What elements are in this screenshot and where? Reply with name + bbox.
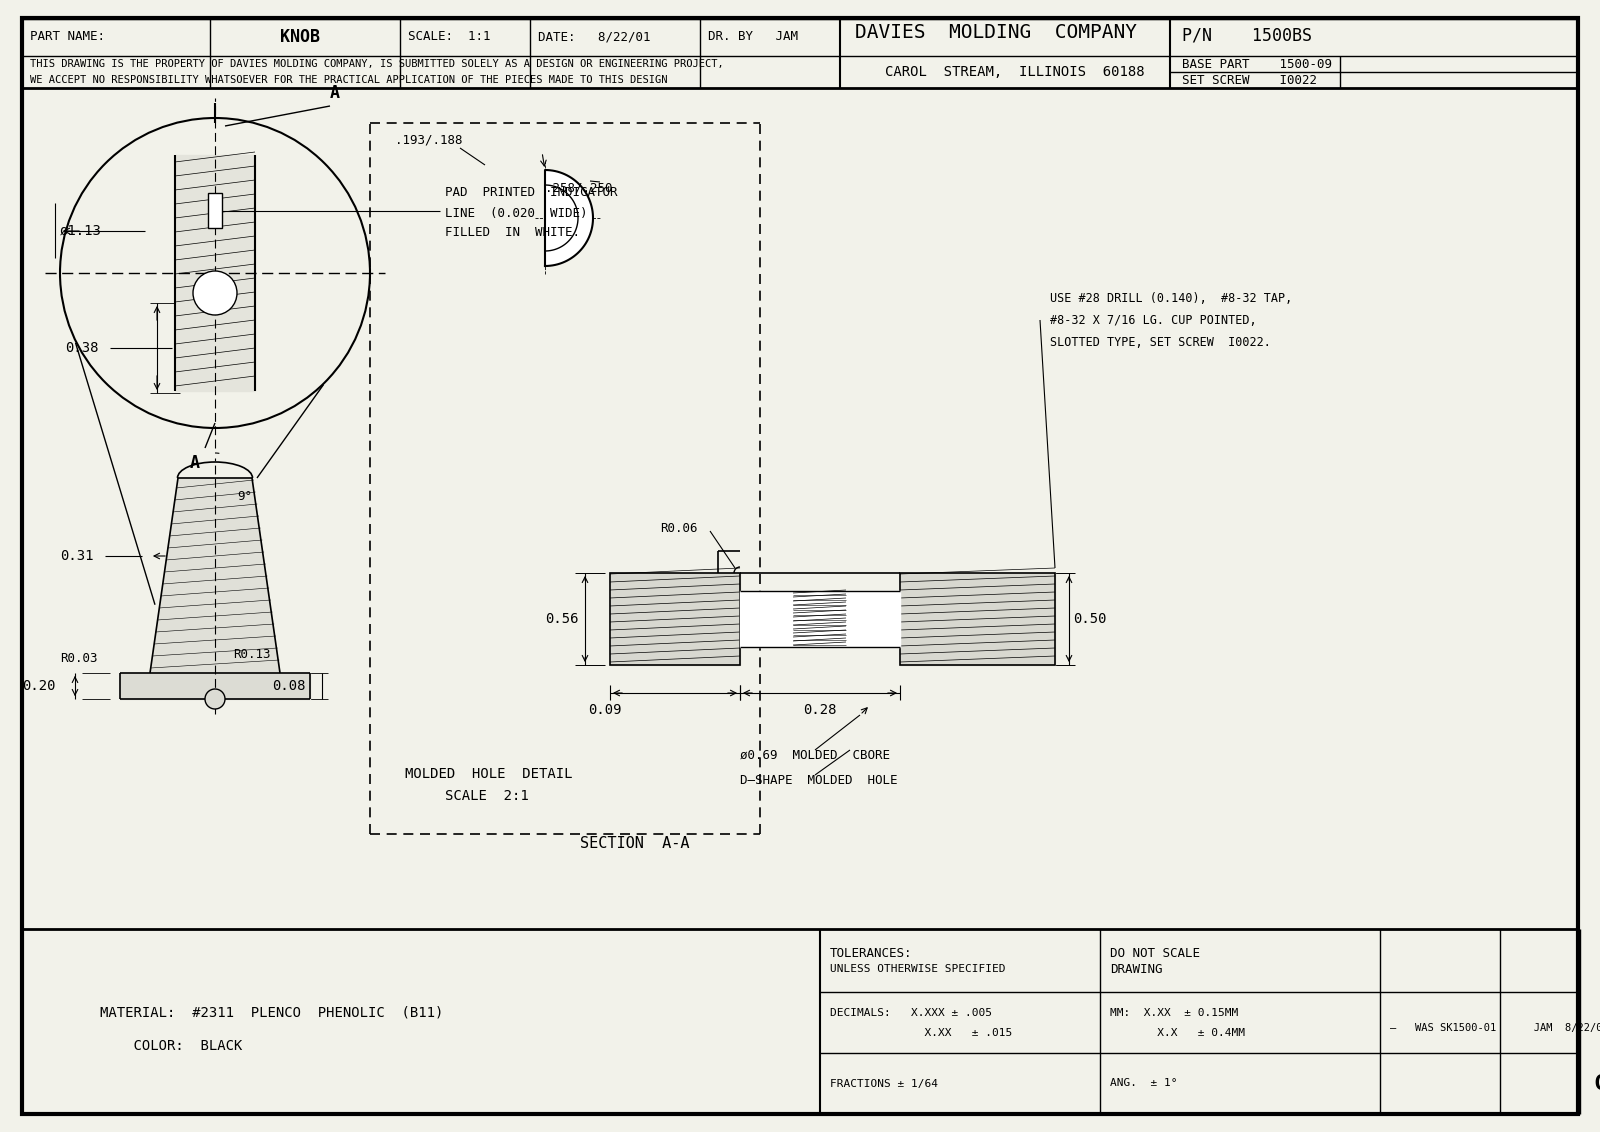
Text: DATE:   8/22/01: DATE: 8/22/01	[538, 31, 651, 43]
Text: ø0.69  MOLDED  CBORE: ø0.69 MOLDED CBORE	[739, 748, 890, 762]
Text: DO NOT SCALE: DO NOT SCALE	[1110, 947, 1200, 960]
Text: MM:  X.XX  ± 0.15MM: MM: X.XX ± 0.15MM	[1110, 1007, 1238, 1018]
Text: KNOB: KNOB	[280, 28, 320, 46]
Text: X.X   ± 0.4MM: X.X ± 0.4MM	[1110, 1028, 1245, 1038]
Text: 0.50: 0.50	[1074, 612, 1107, 626]
Polygon shape	[150, 478, 280, 674]
Text: 0.20: 0.20	[22, 679, 56, 693]
Text: MOLDED  HOLE  DETAIL: MOLDED HOLE DETAIL	[405, 767, 573, 781]
Text: DAVIES  MOLDING  COMPANY: DAVIES MOLDING COMPANY	[854, 23, 1138, 42]
Text: .258/.250: .258/.250	[546, 181, 613, 195]
Bar	[610, 573, 739, 664]
Text: –   WAS SK1500-01      JAM  8/22/01: – WAS SK1500-01 JAM 8/22/01	[1390, 1022, 1600, 1032]
Text: LINE  (0.020  WIDE): LINE (0.020 WIDE)	[445, 206, 587, 220]
Text: BASE PART    1500-09: BASE PART 1500-09	[1182, 58, 1331, 70]
Text: DRAWING: DRAWING	[1110, 963, 1163, 976]
Text: THIS DRAWING IS THE PROPERTY OF DAVIES MOLDING COMPANY, IS SUBMITTED SOLELY AS A: THIS DRAWING IS THE PROPERTY OF DAVIES M…	[30, 59, 723, 69]
Text: R0.03: R0.03	[61, 652, 98, 666]
Text: R0.13: R0.13	[234, 649, 270, 661]
Text: FILLED  IN  WHITE.: FILLED IN WHITE.	[445, 226, 579, 240]
Text: SECTION  A-A: SECTION A-A	[579, 837, 690, 851]
Text: USE #28 DRILL (0.140),  #8-32 TAP,: USE #28 DRILL (0.140), #8-32 TAP,	[1050, 292, 1293, 305]
Bar	[899, 573, 1054, 664]
Text: SCALE  2:1: SCALE 2:1	[445, 789, 528, 803]
Text: ANG.  ± 1°: ANG. ± 1°	[1110, 1079, 1178, 1089]
Text: 0.38: 0.38	[66, 341, 99, 355]
Polygon shape	[174, 155, 254, 391]
Text: MATERIAL:  #2311  PLENCO  PHENOLIC  (B11): MATERIAL: #2311 PLENCO PHENOLIC (B11)	[99, 1005, 443, 1019]
Text: FRACTIONS ± 1/64: FRACTIONS ± 1/64	[830, 1079, 938, 1089]
Text: SET SCREW    I0022: SET SCREW I0022	[1182, 74, 1317, 86]
Text: DR. BY   JAM: DR. BY JAM	[707, 31, 798, 43]
Text: 0.31: 0.31	[61, 549, 93, 563]
Text: PAD  PRINTED  INDICATOR: PAD PRINTED INDICATOR	[445, 187, 618, 199]
Polygon shape	[120, 674, 310, 698]
Text: 9°: 9°	[237, 489, 253, 503]
Text: COLOR:  BLACK: COLOR: BLACK	[99, 1038, 242, 1053]
Text: X.XX   ± .015: X.XX ± .015	[830, 1028, 1013, 1038]
Polygon shape	[899, 573, 1054, 664]
Text: ø1.13: ø1.13	[61, 224, 102, 238]
Text: .193/.188: .193/.188	[395, 134, 462, 146]
Text: PART NAME:: PART NAME:	[30, 31, 106, 43]
Text: 0.08: 0.08	[272, 679, 306, 693]
Bar	[208, 192, 222, 228]
Text: A: A	[330, 84, 339, 102]
Text: 0.09: 0.09	[589, 703, 622, 717]
Text: CAROL  STREAM,  ILLINOIS  60188: CAROL STREAM, ILLINOIS 60188	[885, 65, 1144, 79]
Text: A: A	[190, 454, 200, 472]
Text: CHANGES: CHANGES	[1594, 1073, 1600, 1094]
Text: SLOTTED TYPE, SET SCREW  I0022.: SLOTTED TYPE, SET SCREW I0022.	[1050, 335, 1270, 349]
Polygon shape	[739, 591, 899, 648]
Circle shape	[205, 689, 226, 709]
Text: #8-32 X 7/16 LG. CUP POINTED,: #8-32 X 7/16 LG. CUP POINTED,	[1050, 314, 1256, 326]
Polygon shape	[610, 573, 739, 664]
Text: R0.06: R0.06	[661, 522, 698, 534]
Text: TOLERANCES:: TOLERANCES:	[830, 947, 912, 960]
Text: WE ACCEPT NO RESPONSIBILITY WHATSOEVER FOR THE PRACTICAL APPLICATION OF THE PIEC: WE ACCEPT NO RESPONSIBILITY WHATSOEVER F…	[30, 75, 667, 85]
Text: 0.28: 0.28	[803, 703, 837, 717]
Circle shape	[194, 271, 237, 315]
Text: SCALE:  1:1: SCALE: 1:1	[408, 31, 491, 43]
Text: P/N    1500BS: P/N 1500BS	[1182, 26, 1312, 44]
Text: DECIMALS:   X.XXX ± .005: DECIMALS: X.XXX ± .005	[830, 1007, 992, 1018]
Polygon shape	[546, 170, 594, 266]
Text: D–SHAPE  MOLDED  HOLE: D–SHAPE MOLDED HOLE	[739, 773, 898, 787]
Text: UNLESS OTHERWISE SPECIFIED: UNLESS OTHERWISE SPECIFIED	[830, 964, 1005, 975]
Text: 0.56: 0.56	[546, 612, 579, 626]
